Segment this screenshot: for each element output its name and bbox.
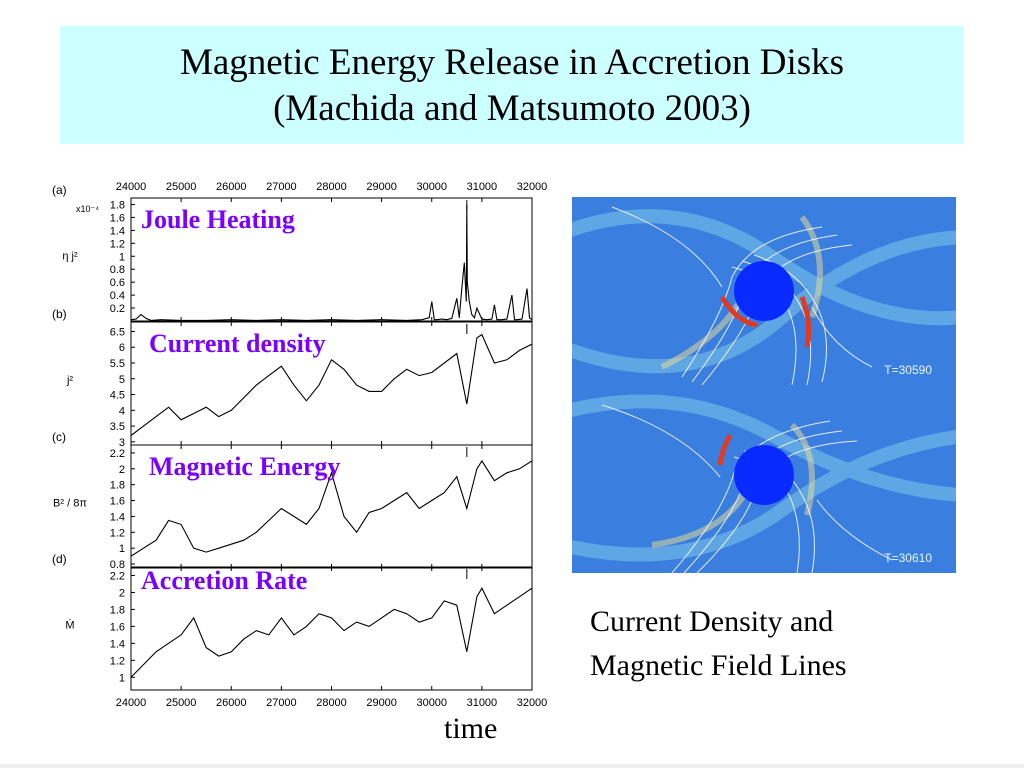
x-tick-label: 31000 <box>467 181 498 193</box>
scale-note: x10⁻⁴ <box>76 204 99 214</box>
panel-heading: Magnetic Energy <box>149 452 340 481</box>
y-tick-label: 1.2 <box>110 238 125 250</box>
y-tick-label: 1.4 <box>110 638 125 650</box>
y-axis-label: Ṁ <box>65 619 74 632</box>
x-tick-label: 27000 <box>266 181 297 193</box>
x-tick-label: 31000 <box>467 697 498 709</box>
footer-bar <box>0 764 1024 768</box>
y-axis-label: j² <box>66 375 73 387</box>
x-tick-label: 24000 <box>116 181 147 193</box>
y-tick-label: 1.4 <box>110 225 125 237</box>
y-tick-label: 1.8 <box>110 604 125 616</box>
x-tick-label: 29000 <box>366 181 397 193</box>
image-caption: Current Density and Magnetic Field Lines <box>590 600 970 688</box>
y-tick-label: 0.4 <box>110 290 125 302</box>
y-tick-label: 6 <box>119 342 125 354</box>
x-tick-label: 26000 <box>216 181 247 193</box>
y-tick-label: 5.5 <box>110 358 125 370</box>
caption-line: Magnetic Field Lines <box>590 649 847 682</box>
y-tick-label: 0.8 <box>110 264 125 276</box>
panel-label: (b) <box>52 307 67 321</box>
panel-label: (d) <box>52 552 67 566</box>
title-box: Magnetic Energy Release in Accretion Dis… <box>60 26 964 144</box>
x-tick-label: 24000 <box>116 697 147 709</box>
panel-heading: Current density <box>149 329 325 358</box>
x-tick-label: 32000 <box>517 181 548 193</box>
y-axis-label: η j² <box>62 251 78 263</box>
panel-heading: Joule Heating <box>141 205 295 234</box>
series-line <box>130 333 533 436</box>
caption-line: Current Density and <box>590 605 834 638</box>
time-series-figure: (a)0.20.40.60.811.21.41.61.8η j²x10⁻⁴240… <box>52 181 548 709</box>
y-tick-label: 2 <box>119 464 125 476</box>
slide-title: Magnetic Energy Release in Accretion Dis… <box>179 42 845 83</box>
y-tick-label: 6.5 <box>110 326 125 338</box>
y-tick-label: 2 <box>119 587 125 599</box>
y-tick-label: 1.2 <box>110 527 125 539</box>
y-tick-label: 1 <box>119 672 125 684</box>
y-tick-label: 1 <box>119 251 125 263</box>
x-tick-label: 28000 <box>316 181 347 193</box>
y-tick-label: 5 <box>119 374 125 386</box>
y-tick-label: 0.2 <box>110 303 125 315</box>
time-axis-label: time <box>444 712 498 745</box>
y-tick-label: 2.2 <box>110 570 125 582</box>
y-tick-label: 4 <box>119 405 125 417</box>
y-tick-label: 1.6 <box>110 621 125 633</box>
simulation-image-2: T=30610 <box>572 385 956 573</box>
x-tick-label: 30000 <box>416 181 447 193</box>
y-tick-label: 3.5 <box>110 421 125 433</box>
sim-time-label: T=30610 <box>884 551 932 565</box>
y-tick-label: 1 <box>119 543 125 555</box>
y-tick-label: 4.5 <box>110 390 125 402</box>
y-tick-label: 1.8 <box>110 480 125 492</box>
sim-time-label: T=30590 <box>884 363 932 377</box>
y-tick-label: 1.8 <box>110 199 125 211</box>
y-tick-label: 1.2 <box>110 655 125 667</box>
x-tick-label: 25000 <box>166 697 197 709</box>
slide-subtitle: (Machida and Matsumoto 2003) <box>273 88 751 129</box>
series-line <box>130 587 533 678</box>
x-tick-label: 29000 <box>366 697 397 709</box>
y-tick-label: 1.4 <box>110 511 125 523</box>
x-tick-label: 32000 <box>517 697 548 709</box>
series-line <box>130 459 533 557</box>
y-tick-label: 0.6 <box>110 277 125 289</box>
y-tick-label: 0.8 <box>110 559 125 571</box>
panel-label: (a) <box>52 183 67 197</box>
x-tick-label: 27000 <box>266 697 297 709</box>
x-tick-label: 26000 <box>216 697 247 709</box>
simulation-image-1: T=30590 <box>572 197 956 385</box>
y-tick-label: 2.2 <box>110 448 125 460</box>
y-tick-label: 3 <box>119 437 125 449</box>
panel-heading: Accretion Rate <box>141 566 307 595</box>
panel-label: (c) <box>52 430 66 444</box>
y-tick-label: 1.6 <box>110 212 125 224</box>
x-tick-label: 28000 <box>316 697 347 709</box>
x-tick-label: 30000 <box>416 697 447 709</box>
y-tick-label: 1.6 <box>110 496 125 508</box>
y-axis-label: B² / 8π <box>53 498 87 510</box>
series-line <box>130 204 533 321</box>
x-tick-label: 25000 <box>166 181 197 193</box>
